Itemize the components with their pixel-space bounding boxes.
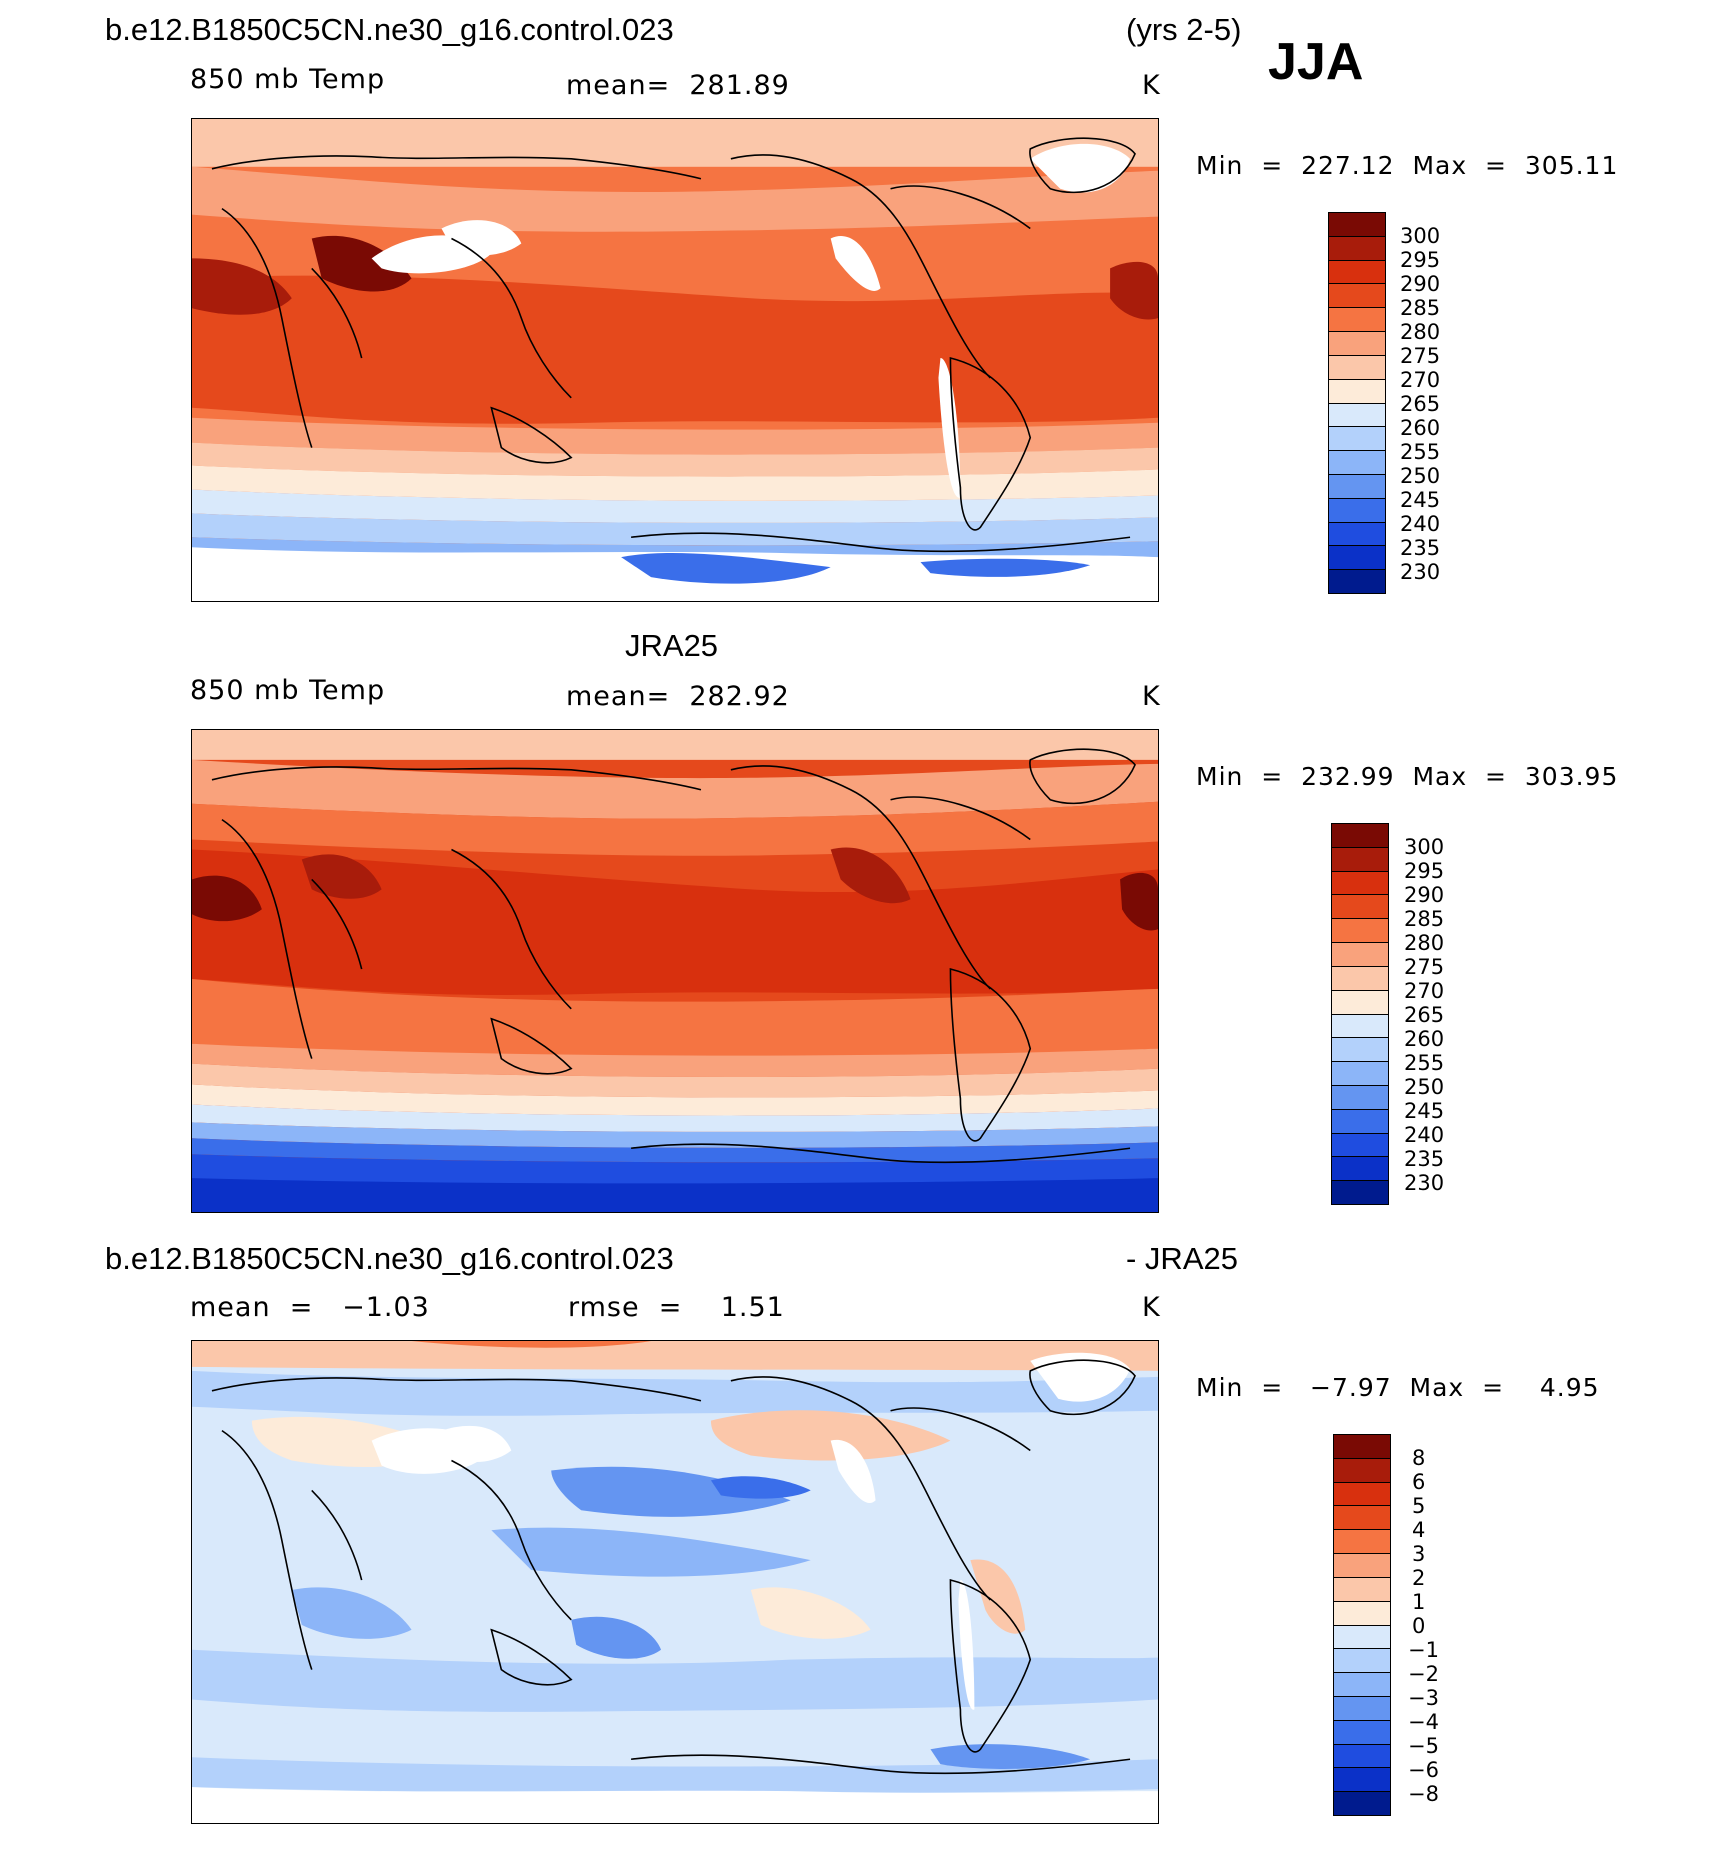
colorbar-tick-label: 5 [1412,1494,1426,1518]
colorbar-tick-label: 250 [1400,464,1441,488]
panel3-colorbar [1333,1434,1391,1816]
season-label: JJA [1268,33,1364,91]
colorbar-tick-label: −6 [1408,1758,1439,1782]
colorbar-tick-label: 4 [1412,1518,1426,1542]
panel3-units: K [1142,1292,1161,1323]
panel3-rmse: rmse = 1.51 [568,1292,785,1323]
colorbar-tick-label: 230 [1404,1171,1445,1195]
panel1-mean: mean= 281.89 [566,70,790,101]
colorbar-tick-label: −2 [1408,1662,1439,1686]
colorbar-tick-label: 280 [1404,931,1445,955]
colorbar-tick-label: 250 [1404,1075,1445,1099]
colorbar-tick-label: 2 [1412,1566,1426,1590]
panel2-colorbar [1331,823,1389,1205]
panel3-title-right: - JRA25 [1126,1241,1238,1276]
panel2-title: JRA25 [625,628,719,663]
colorbar-tick-label: 295 [1404,859,1445,883]
colorbar-tick-label: 275 [1404,955,1445,979]
colorbar-tick-label: 240 [1400,512,1441,536]
panel1-minmax: Min = 227.12 Max = 305.11 [1196,151,1619,180]
colorbar-tick-label: 295 [1400,248,1441,272]
colorbar-tick-label: 245 [1404,1099,1445,1123]
colorbar-tick-label: 245 [1400,488,1441,512]
colorbar-tick-label: 265 [1400,392,1441,416]
colorbar-tick-label: −3 [1408,1686,1439,1710]
panel1-variable: 850 mb Temp [190,64,386,95]
panel3-mean: mean = −1.03 [190,1292,430,1323]
colorbar-tick-label: 260 [1400,416,1441,440]
colorbar-tick-label: 235 [1404,1147,1445,1171]
panel1-map [191,118,1159,602]
colorbar-tick-label: 235 [1400,536,1441,560]
colorbar-tick-label: 290 [1404,883,1445,907]
colorbar-tick-label: 260 [1404,1027,1445,1051]
colorbar-tick-label: 255 [1400,440,1441,464]
colorbar-tick-label: 265 [1404,1003,1445,1027]
colorbar-tick-label: 280 [1400,320,1441,344]
colorbar-tick-label: −4 [1408,1710,1439,1734]
panel3-minmax: Min = −7.97 Max = 4.95 [1196,1373,1600,1402]
colorbar-tick-label: 300 [1404,835,1445,859]
panel3-title: b.e12.B1850C5CN.ne30_g16.control.023 [105,1241,674,1276]
colorbar-tick-label: 230 [1400,560,1441,584]
colorbar-tick-label: 290 [1400,272,1441,296]
colorbar-tick-label: 275 [1400,344,1441,368]
colorbar-tick-label: −1 [1408,1638,1439,1662]
panel2-map [191,729,1159,1213]
colorbar-tick-label: 270 [1400,368,1441,392]
case-title: b.e12.B1850C5CN.ne30_g16.control.023 [105,12,674,47]
colorbar-tick-label: 1 [1412,1590,1426,1614]
colorbar-tick-label: 0 [1412,1614,1426,1638]
panel2-minmax: Min = 232.99 Max = 303.95 [1196,762,1619,791]
colorbar-tick-label: −5 [1408,1734,1439,1758]
panel2-mean: mean= 282.92 [566,681,790,712]
panel2-units: K [1142,681,1161,712]
colorbar-tick-label: 270 [1404,979,1445,1003]
years-range: (yrs 2-5) [1126,12,1242,47]
colorbar-tick-label: 285 [1404,907,1445,931]
panel1-colorbar [1328,212,1386,594]
panel2-variable: 850 mb Temp [190,675,386,706]
colorbar-tick-label: 255 [1404,1051,1445,1075]
colorbar-tick-label: 285 [1400,296,1441,320]
colorbar-tick-label: 6 [1412,1470,1426,1494]
colorbar-tick-label: 300 [1400,224,1441,248]
colorbar-tick-label: −8 [1408,1782,1439,1806]
panel3-map [191,1340,1159,1824]
colorbar-tick-label: 240 [1404,1123,1445,1147]
colorbar-tick-label: 3 [1412,1542,1426,1566]
colorbar-tick-label: 8 [1412,1446,1426,1470]
panel1-units: K [1142,70,1161,101]
